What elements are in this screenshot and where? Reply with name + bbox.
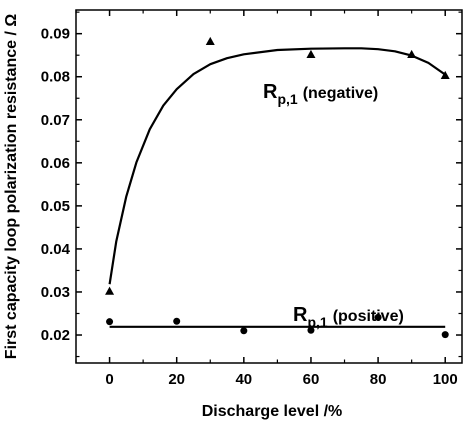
x-tick-label: 80 <box>370 371 387 388</box>
data-point-circle <box>240 327 248 335</box>
markers <box>105 36 450 339</box>
plot-frame <box>75 9 463 364</box>
annotation-text: (negative) <box>303 85 379 102</box>
x-axis-title: Discharge level /% <box>202 403 343 420</box>
series-annotation-1: Rp,1 (positive) <box>293 304 404 330</box>
annotations: Rp,1 (negative) Rp,1 (positive) <box>263 81 404 330</box>
y-tick-label: 0.08 <box>41 69 70 86</box>
annotation-subscript: p,1 <box>307 314 327 330</box>
y-tick-label: 0.09 <box>41 26 70 43</box>
annotation-main: R <box>263 81 278 103</box>
fit-lines <box>108 47 446 328</box>
annotation-text: (positive) <box>333 308 404 325</box>
data-point-circle <box>374 313 382 321</box>
x-tick-label: 60 <box>303 371 320 388</box>
fit-line-series-0 <box>108 47 446 285</box>
y-tick-label: 0.02 <box>41 327 70 344</box>
annotation-subscript: p,1 <box>277 91 297 107</box>
annotation-main: R <box>293 304 308 326</box>
y-tick-label: 0.06 <box>41 155 70 172</box>
series-annotation-0: Rp,1 (negative) <box>263 81 378 107</box>
data-point-triangle <box>440 70 450 80</box>
y-tick-label: 0.03 <box>41 284 70 301</box>
data-point-triangle <box>105 286 115 295</box>
y-axis-title: First capacity loop polarization resista… <box>3 14 20 360</box>
x-tick-label: 0 <box>105 371 113 388</box>
x-tick-label: 100 <box>433 371 458 388</box>
data-point-circle <box>441 331 449 339</box>
data-point-circle <box>106 318 114 326</box>
y-tick-label: 0.04 <box>41 241 71 258</box>
tick-labels: 0 20 40 60 80 100 0.02 0.03 0.04 0.05 0.06 0.07 0.08… <box>41 26 458 388</box>
x-tick-label: 40 <box>235 371 252 388</box>
data-point-triangle <box>306 49 316 58</box>
data-point-circle <box>307 326 315 334</box>
y-tick-label: 0.07 <box>41 112 70 129</box>
data-point-triangle <box>407 49 417 58</box>
data-point-triangle <box>205 36 215 46</box>
ticks <box>75 10 462 363</box>
data-point-circle <box>173 317 181 325</box>
x-tick-label: 20 <box>168 371 185 388</box>
y-tick-label: 0.05 <box>41 198 70 215</box>
